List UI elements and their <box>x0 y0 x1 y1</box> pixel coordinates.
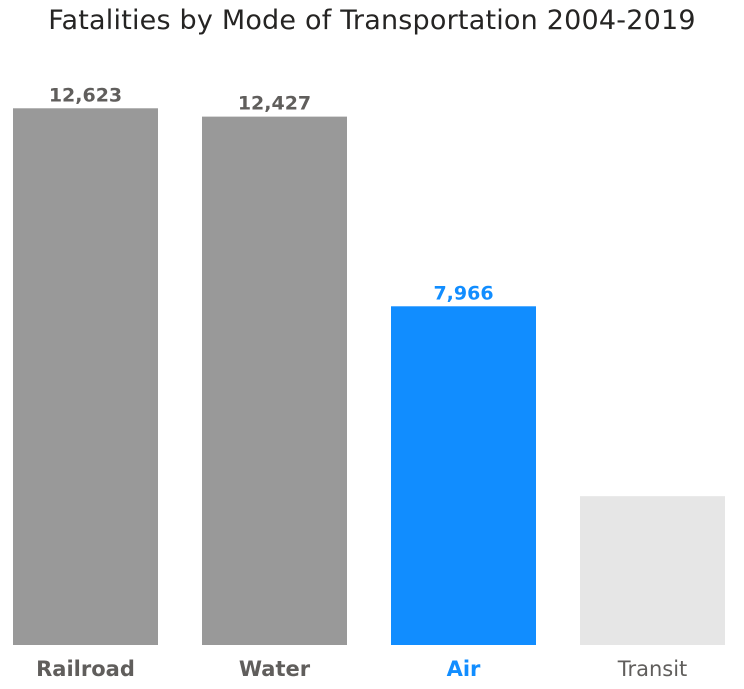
category-label-transit: Transit <box>617 657 688 681</box>
category-label-water: Water <box>239 657 311 681</box>
bar-water[interactable] <box>202 116 347 645</box>
bar-transit[interactable] <box>580 496 725 645</box>
data-label-water: 12,427 <box>238 93 311 115</box>
data-label-air: 7,966 <box>433 282 493 304</box>
chart-title: Fatalities by Mode of Transportation 200… <box>48 5 696 36</box>
bar-air[interactable] <box>391 306 536 645</box>
category-label-air: Air <box>447 657 481 681</box>
category-label-railroad: Railroad <box>36 657 135 681</box>
bar-railroad[interactable] <box>13 108 158 645</box>
data-label-railroad: 12,623 <box>49 84 122 106</box>
